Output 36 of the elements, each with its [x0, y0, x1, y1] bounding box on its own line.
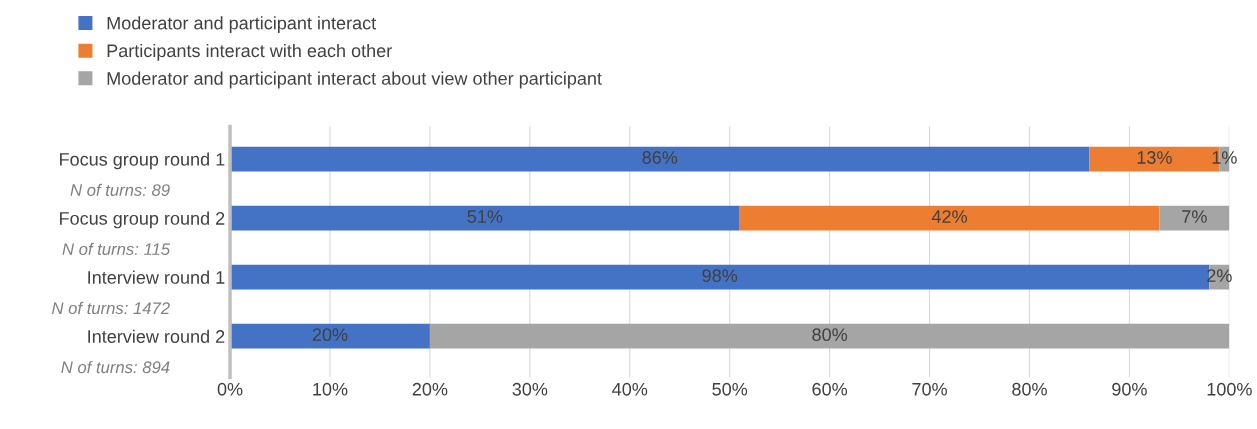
- data-label: 13%: [1137, 151, 1172, 164]
- text: N of turns: 89: [70, 183, 170, 196]
- y-tick-label: Focus group round 2: [60, 211, 225, 229]
- legend-label: Moderator and participant interact: [107, 16, 377, 34]
- data-label: 42%: [931, 210, 967, 223]
- data-label: 80%: [812, 328, 848, 342]
- x-tick-label: 70%: [912, 382, 947, 396]
- bar: [230, 205, 740, 231]
- legend-label: Moderator and participant interact about view other participant: [107, 71, 602, 89]
- text: N of turns: 115: [62, 242, 171, 256]
- y-tick-label: Interview round 1: [88, 270, 225, 284]
- x-tick-label: 50%: [712, 382, 748, 396]
- data-label: 51%: [467, 210, 503, 223]
- x-tick-label: 80%: [1012, 382, 1047, 396]
- bar: [1159, 205, 1230, 231]
- data-label: 20%: [312, 328, 348, 342]
- bar: [429, 323, 1230, 349]
- bar: [230, 323, 430, 349]
- data-label: 86%: [642, 151, 678, 164]
- text: N of turns: 1472: [52, 301, 170, 315]
- data-label: 7%: [1182, 210, 1207, 223]
- x-tick-label: 90%: [1112, 382, 1147, 396]
- text: N of turns: 894: [61, 360, 170, 374]
- y-tick-label: Interview round 2: [88, 329, 225, 343]
- legend-label: Participants interact with each other: [107, 43, 392, 61]
- data-label: 98%: [702, 269, 738, 282]
- x-tick-label: 60%: [812, 382, 848, 396]
- y-tick-label: Focus group round 1: [60, 152, 225, 170]
- x-tick-label: 0%: [217, 382, 243, 396]
- x-tick-label: 40%: [612, 382, 648, 396]
- x-tick-label: 10%: [313, 382, 348, 396]
- bar: [230, 146, 1090, 172]
- x-tick-label: 100%: [1207, 382, 1252, 396]
- x-tick-label: 30%: [512, 382, 548, 396]
- x-tick-label: 20%: [412, 382, 448, 396]
- bar: [739, 205, 1160, 231]
